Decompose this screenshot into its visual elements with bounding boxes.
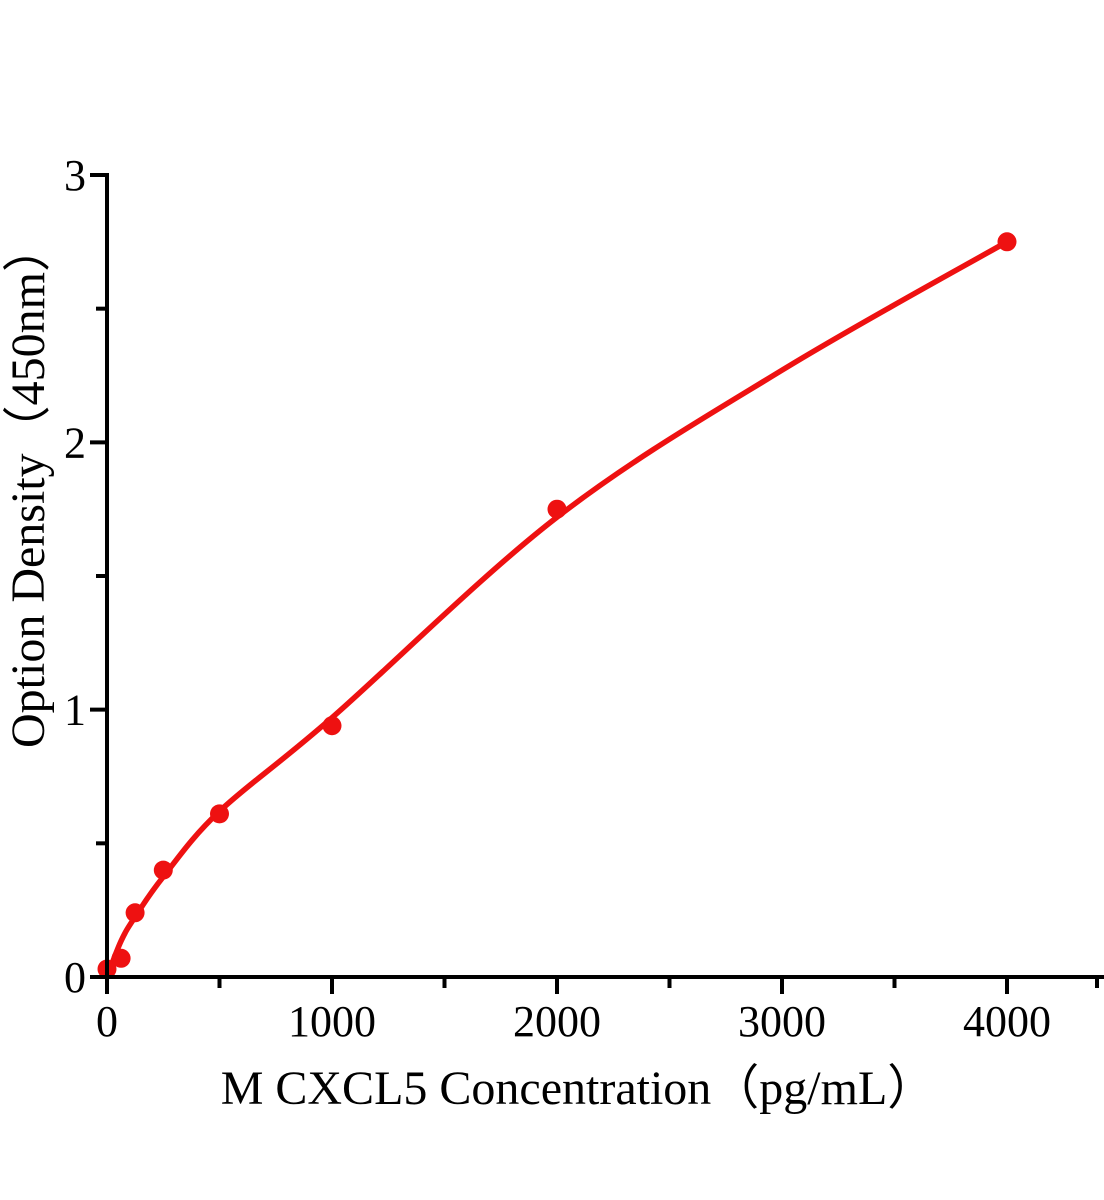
y-tick-label: 3 — [64, 151, 86, 200]
x-tick-label: 2000 — [513, 997, 601, 1046]
data-point — [125, 903, 145, 923]
data-point — [547, 499, 567, 519]
data-point — [153, 860, 173, 880]
fit-curve-layer — [104, 239, 1010, 980]
x-tick-label: 1000 — [288, 997, 376, 1046]
axes-layer — [90, 173, 1104, 994]
y-tick-label: 0 — [64, 953, 86, 1002]
data-point — [997, 232, 1017, 252]
data-point — [210, 804, 229, 824]
y-axis-title: Option Density（450nm） — [2, 224, 55, 748]
y-tick-label: 1 — [64, 686, 86, 735]
x-tick-label: 0 — [96, 997, 118, 1046]
x-tick-label: 4000 — [963, 997, 1051, 1046]
x-axis-title: M CXCL5 Concentration（pg/mL） — [221, 1062, 936, 1115]
data-point — [322, 716, 342, 736]
fit-curve — [104, 239, 1010, 980]
data-point — [111, 948, 131, 968]
data-points-layer — [97, 232, 1017, 979]
y-tick-label: 2 — [64, 418, 86, 467]
x-tick-label: 3000 — [738, 997, 826, 1046]
tick-labels-layer: 0 1000 2000 3000 4000 0 1 2 3 — [64, 151, 1051, 1046]
